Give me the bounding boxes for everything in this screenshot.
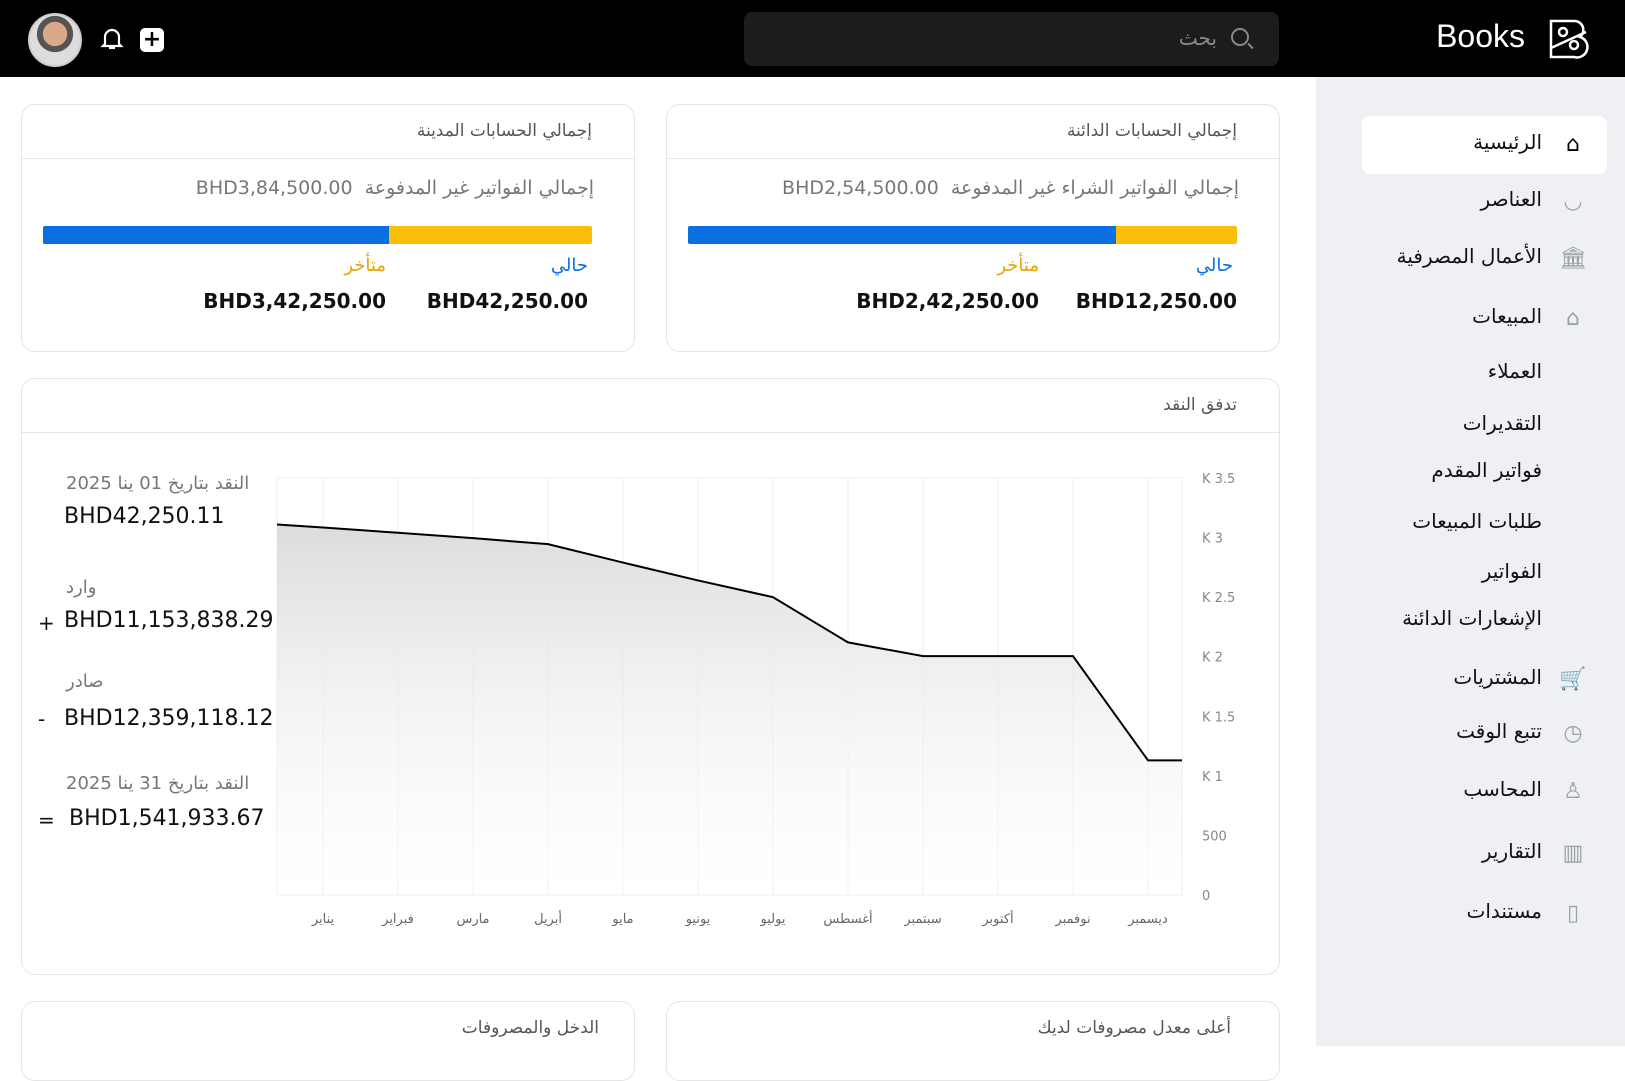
unpaid-total: إجمالي الفواتير غير المدفوعة BHD3,84,500.… <box>196 177 594 199</box>
sidebar-item-label: مستندات <box>1466 899 1542 923</box>
top-bar: + بحث Books <box>0 0 1625 77</box>
sidebar-item-label: المحاسب <box>1463 777 1542 801</box>
reports-icon: ▥ <box>1559 840 1587 868</box>
current-fill <box>43 226 389 244</box>
store-icon: ⌂ <box>1559 305 1587 333</box>
sidebar-item-label: المشتريات <box>1453 665 1542 689</box>
overdue-value: BHD2,42,250.00 <box>856 289 1039 313</box>
cart-icon: 🛒 <box>1559 666 1587 694</box>
sidebar: ⌂ الرئيسية ◡ العناصر 🏛 الأعمال المصرفية ⌂ المبي… <box>1316 77 1625 1046</box>
sidebar-item[interactable]: فواتير المقدم <box>1362 444 1607 502</box>
brand-name: Books <box>1436 18 1525 55</box>
overdue-label: متأخر <box>997 255 1039 276</box>
current-label: حالي <box>1196 255 1233 276</box>
sidebar-item[interactable]: ◡ العناصر <box>1362 173 1607 231</box>
sidebar-item[interactable]: ▥ التقارير <box>1362 825 1607 883</box>
sidebar-item-label: الفواتير <box>1482 559 1542 583</box>
avatar[interactable] <box>28 13 82 67</box>
sidebar-item[interactable]: 🛒 المشتريات <box>1362 651 1607 709</box>
incoming-value: BHD11,153,838.29 <box>64 608 274 633</box>
sidebar-item-label: المبيعات <box>1472 304 1542 328</box>
total-value: BHD3,84,500.00 <box>196 177 353 199</box>
equals-sign: = <box>38 808 55 832</box>
clock-icon: ◷ <box>1559 720 1587 748</box>
basket-icon: ◡ <box>1559 188 1587 216</box>
sidebar-item-label: فواتير المقدم <box>1431 458 1542 482</box>
card-title: إجمالي الحسابات المدينة <box>417 121 592 141</box>
card-title: إجمالي الحسابات الدائنة <box>1067 121 1237 141</box>
sidebar-item[interactable]: ◷ تتبع الوقت <box>1362 705 1607 763</box>
opening-value: BHD42,250.11 <box>64 504 225 529</box>
card-title: تدفق النقد <box>1163 395 1237 415</box>
outgoing-value: BHD12,359,118.12 <box>64 706 274 731</box>
sidebar-item[interactable]: ⌂ المبيعات <box>1362 290 1607 348</box>
sidebar-item-label: التقديرات <box>1463 411 1542 435</box>
payables-card: إجمالي الحسابات الدائنة إجمالي الفواتير … <box>666 104 1280 352</box>
bell-icon[interactable] <box>100 26 124 52</box>
search-icon <box>1231 28 1249 46</box>
closing-value: BHD1,541,933.67 <box>69 806 265 831</box>
total-label: إجمالي الفواتير الشراء غير المدفوعة <box>951 177 1239 199</box>
aging-bar <box>688 226 1237 244</box>
home-icon: ⌂ <box>1559 131 1587 159</box>
sidebar-item-label: العناصر <box>1481 187 1542 211</box>
outgoing-label: صادر <box>66 671 103 692</box>
search-placeholder: بحث <box>1179 26 1217 50</box>
cashflow-card: تدفق النقد النقد بتاريخ 01 ينا 2025 BHD4… <box>21 378 1280 975</box>
sidebar-item[interactable]: العملاء <box>1362 345 1607 403</box>
sidebar-item[interactable]: ▯ مستندات <box>1362 885 1607 943</box>
accountant-icon: ♙ <box>1559 778 1587 806</box>
search-input[interactable]: بحث <box>744 12 1279 66</box>
overdue-label: متأخر <box>344 255 386 276</box>
top-expenses-card: أعلى معدل مصروفات لديك <box>666 1001 1280 1081</box>
sidebar-item-label: الأعمال المصرفية <box>1397 244 1542 268</box>
card-title: الدخل والمصروفات <box>462 1018 599 1038</box>
sidebar-item[interactable]: ♙ المحاسب <box>1362 763 1607 821</box>
total-label: إجمالي الفواتير غير المدفوعة <box>365 177 594 199</box>
current-value: BHD42,250.00 <box>427 289 588 313</box>
current-fill <box>688 226 1116 244</box>
sidebar-item-label: الرئيسية <box>1473 130 1542 154</box>
sidebar-item-label: تتبع الوقت <box>1456 719 1542 743</box>
card-title: أعلى معدل مصروفات لديك <box>1038 1018 1231 1038</box>
minus-sign: - <box>38 707 45 731</box>
bank-icon: 🏛 <box>1559 245 1587 273</box>
books-logo-icon <box>1548 18 1590 60</box>
closing-label: النقد بتاريخ 31 ينا 2025 <box>66 773 249 794</box>
sidebar-item[interactable]: الإشعارات الدائنة <box>1362 592 1607 650</box>
sidebar-item-label: التقارير <box>1482 839 1542 863</box>
plus-icon[interactable]: + <box>140 28 164 52</box>
sidebar-item-label: العملاء <box>1488 359 1542 383</box>
overdue-value: BHD3,42,250.00 <box>203 289 386 313</box>
current-label: حالي <box>551 255 588 276</box>
sidebar-item[interactable]: 🏛 الأعمال المصرفية <box>1362 230 1607 288</box>
aging-bar <box>43 226 592 244</box>
plus-sign: + <box>38 611 55 635</box>
unpaid-total: إجمالي الفواتير الشراء غير المدفوعة BHD2,… <box>782 177 1239 199</box>
document-icon: ▯ <box>1559 900 1587 928</box>
incoming-label: وارد <box>66 577 96 598</box>
sidebar-item-label: الإشعارات الدائنة <box>1402 606 1542 630</box>
income-expense-card: الدخل والمصروفات <box>21 1001 635 1081</box>
total-value: BHD2,54,500.00 <box>782 177 939 199</box>
sidebar-item[interactable]: ⌂ الرئيسية <box>1362 116 1607 174</box>
receivables-card: إجمالي الحسابات المدينة إجمالي الفواتير … <box>21 104 635 352</box>
current-value: BHD12,250.00 <box>1076 289 1237 313</box>
opening-label: النقد بتاريخ 01 ينا 2025 <box>66 473 249 494</box>
card-header <box>22 379 1279 433</box>
sidebar-item-label: طلبات المبيعات <box>1412 509 1542 533</box>
